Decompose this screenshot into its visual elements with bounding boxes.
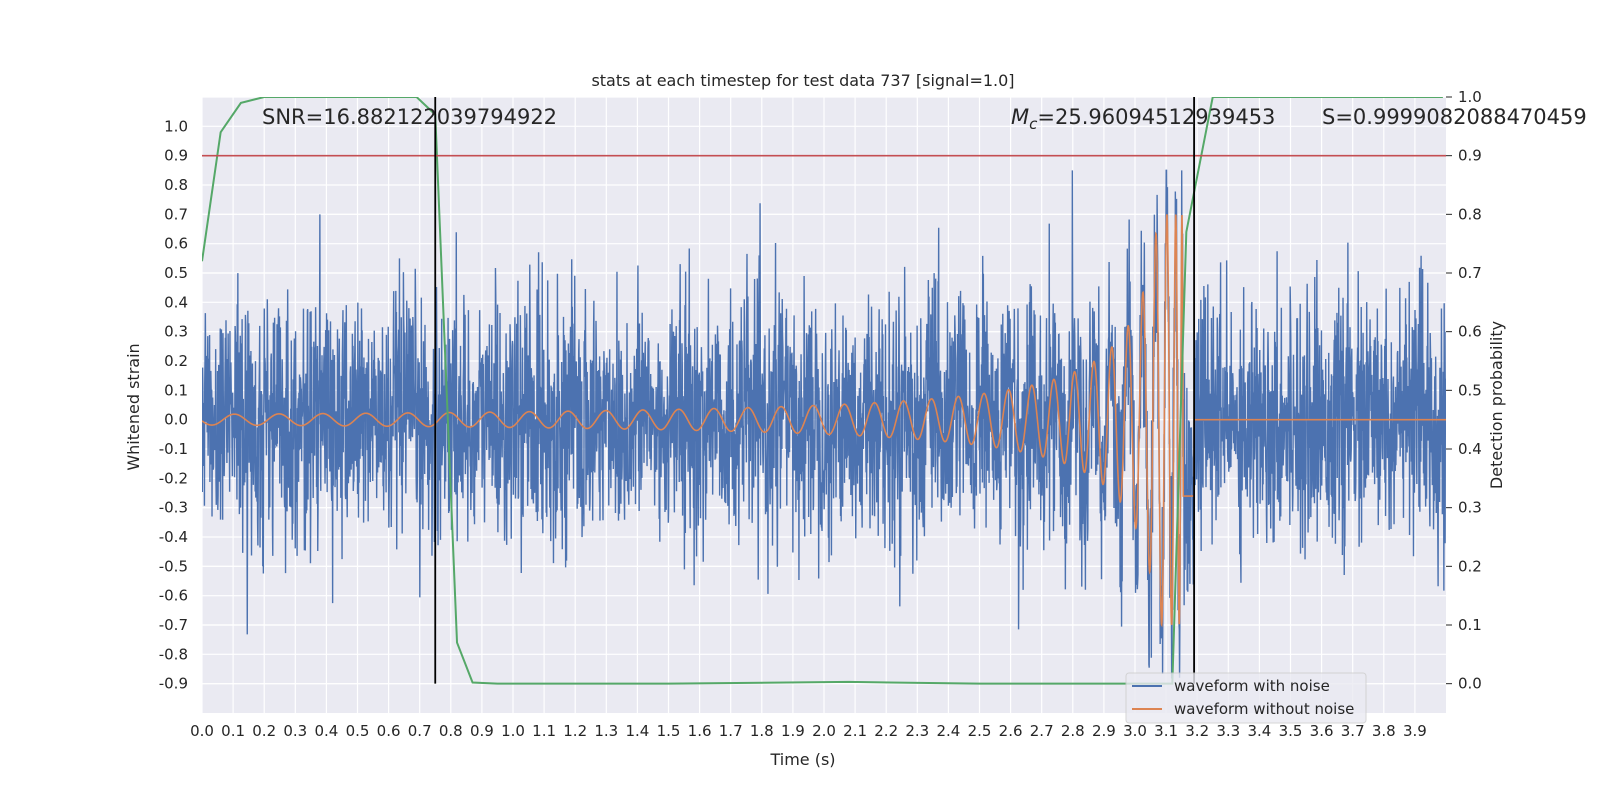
y-tick-label-left: -0.7	[159, 616, 188, 634]
y-tick-label-left: 0.5	[164, 264, 188, 282]
y-tick-label-left: 0.4	[164, 293, 188, 311]
y-tick-label-left: 0.3	[164, 323, 188, 341]
legend-label-clean: waveform without noise	[1174, 700, 1354, 718]
y-tick-label-left: 0.9	[164, 147, 188, 165]
legend: waveform with noise waveform without noi…	[1125, 672, 1367, 724]
chirp-mass-subscript: c	[1029, 115, 1038, 133]
x-tick-label: 2.5	[968, 722, 992, 740]
x-tick-label: 1.6	[688, 722, 712, 740]
y-tick-label-right: 0.8	[1458, 205, 1482, 223]
y-tick-label-left: 0.2	[164, 352, 188, 370]
y-tick-label-right: 0.6	[1458, 323, 1482, 341]
x-tick-label: 2.1	[843, 722, 867, 740]
x-tick-label: 2.4	[936, 722, 960, 740]
y-tick-label-left: 0.6	[164, 235, 188, 253]
y-tick-label-right: 0.9	[1458, 147, 1482, 165]
y-tick-label-left: -0.5	[159, 557, 188, 575]
x-tick-label: 0.8	[439, 722, 463, 740]
y-tick-label-left: -0.8	[159, 645, 188, 663]
y-tick-label-right: 0.7	[1458, 264, 1482, 282]
chirp-mass-value: =25.96094512939453	[1037, 105, 1275, 129]
y-tick-label-right: 1.0	[1458, 88, 1482, 106]
legend-label-noise: waveform with noise	[1174, 677, 1330, 695]
y-tick-label-left: 0.7	[164, 205, 188, 223]
y-tick-label-left: 0.8	[164, 176, 188, 194]
y-tick-label-left: 0.0	[164, 411, 188, 429]
chirp-mass-annotation: Mc=25.96094512939453	[1011, 105, 1275, 133]
y-tick-label-left: -0.4	[159, 528, 188, 546]
y-tick-label-left: -0.2	[159, 469, 188, 487]
score-annotation: S=0.9999082088470459	[1322, 105, 1587, 129]
y-tick-label-left: 0.1	[164, 381, 188, 399]
y-tick-label-right: 0.4	[1458, 440, 1482, 458]
x-tick-label: 1.4	[625, 722, 649, 740]
x-tick-label: 0.1	[221, 722, 245, 740]
x-tick-label: 3.9	[1403, 722, 1427, 740]
x-tick-label: 0.4	[314, 722, 338, 740]
x-tick-label: 1.1	[532, 722, 556, 740]
x-tick-label: 1.0	[501, 722, 525, 740]
chart-title: stats at each timestep for test data 737…	[591, 71, 1014, 90]
x-tick-label: 2.7	[1030, 722, 1054, 740]
x-tick-label: 3.7	[1341, 722, 1365, 740]
y-tick-label-left: 1.0	[164, 117, 188, 135]
series-waveform-with-noise	[202, 169, 1446, 679]
snr-annotation: SNR=16.882122039794922	[262, 105, 557, 129]
y-tick-label-right: 0.3	[1458, 499, 1482, 517]
y-axis-label-right: Detection probability	[1487, 321, 1506, 489]
legend-box	[1125, 672, 1367, 724]
y-tick-label-left: -0.6	[159, 587, 188, 605]
x-tick-label: 3.8	[1372, 722, 1396, 740]
x-tick-label: 1.2	[563, 722, 587, 740]
x-tick-label: 0.3	[283, 722, 307, 740]
y-tick-label-left: -0.3	[159, 499, 188, 517]
x-tick-label: 0.2	[252, 722, 276, 740]
y-tick-label-right: 0.0	[1458, 675, 1482, 693]
y-axis-label-left: Whitened strain	[124, 343, 143, 470]
x-tick-label: 2.6	[999, 722, 1023, 740]
y-tick-label-right: 0.1	[1458, 616, 1482, 634]
x-tick-label: 0.5	[346, 722, 370, 740]
y-tick-label-left: -0.1	[159, 440, 188, 458]
series-detection-probability	[202, 97, 1443, 685]
y-tick-label-right: 0.2	[1458, 557, 1482, 575]
x-tick-label: 3.6	[1310, 722, 1334, 740]
x-tick-label: 1.5	[657, 722, 681, 740]
y-tick-label-left: -0.9	[159, 675, 188, 693]
x-tick-label: 3.1	[1154, 722, 1178, 740]
x-tick-label: 3.5	[1279, 722, 1303, 740]
x-tick-label: 3.3	[1216, 722, 1240, 740]
x-tick-label: 3.0	[1123, 722, 1147, 740]
y-tick-label-right: 0.5	[1458, 381, 1482, 399]
x-tick-label: 0.6	[377, 722, 401, 740]
x-tick-label: 1.3	[594, 722, 618, 740]
x-tick-label: 0.9	[470, 722, 494, 740]
x-tick-label: 2.0	[812, 722, 836, 740]
x-tick-label: 2.9	[1092, 722, 1116, 740]
x-tick-label: 1.8	[750, 722, 774, 740]
x-tick-label: 0.7	[408, 722, 432, 740]
x-tick-label: 3.4	[1247, 722, 1271, 740]
x-tick-label: 0.0	[190, 722, 214, 740]
series-waveform-without-noise	[202, 214, 1446, 628]
x-tick-label: 2.3	[905, 722, 929, 740]
x-axis-label: Time (s)	[769, 750, 835, 769]
chirp-mass-symbol: M	[1011, 105, 1029, 129]
x-tick-label: 2.8	[1061, 722, 1085, 740]
x-tick-label: 1.7	[719, 722, 743, 740]
x-tick-label: 3.2	[1185, 722, 1209, 740]
x-tick-label: 2.2	[874, 722, 898, 740]
x-tick-label: 1.9	[781, 722, 805, 740]
